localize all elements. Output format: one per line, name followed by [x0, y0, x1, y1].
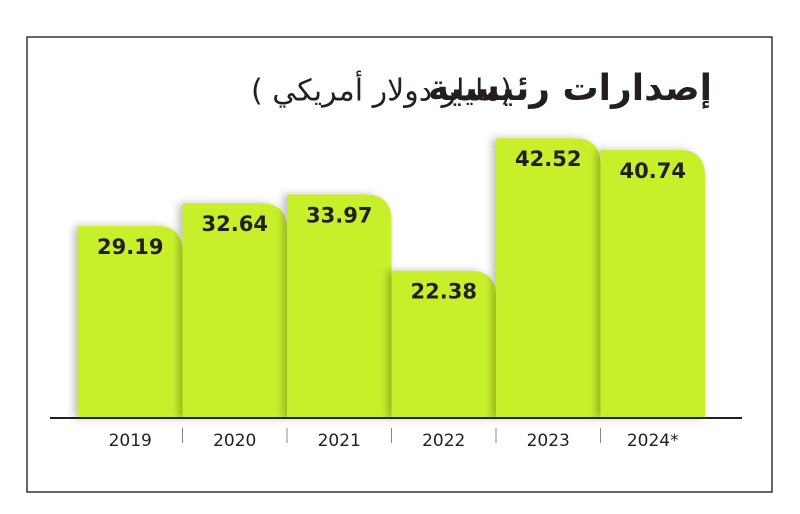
- value-label: 32.64: [202, 212, 268, 236]
- value-label: 40.74: [620, 159, 686, 183]
- chart-subtitle: ( مليار دولار أمريكي): [251, 70, 512, 109]
- value-label: 22.38: [411, 280, 477, 304]
- x-tick-label: 2023: [527, 431, 570, 451]
- bar: [182, 203, 287, 418]
- bar: [600, 149, 705, 419]
- x-tick-label: 2024*: [627, 431, 679, 451]
- value-label: 29.19: [97, 235, 163, 259]
- value-label: 33.97: [306, 203, 372, 227]
- x-tick-label: 2020: [213, 431, 256, 451]
- bar: [391, 270, 496, 418]
- x-tick-label: 2022: [422, 431, 465, 451]
- bar: [78, 225, 183, 418]
- bar: [496, 138, 601, 419]
- x-tick-label: 2021: [318, 431, 361, 451]
- value-label: 42.52: [515, 147, 581, 171]
- chart-title: إصدارات رئيسية: [428, 68, 712, 109]
- x-tick-label: 2019: [109, 431, 152, 451]
- bar: [287, 194, 392, 418]
